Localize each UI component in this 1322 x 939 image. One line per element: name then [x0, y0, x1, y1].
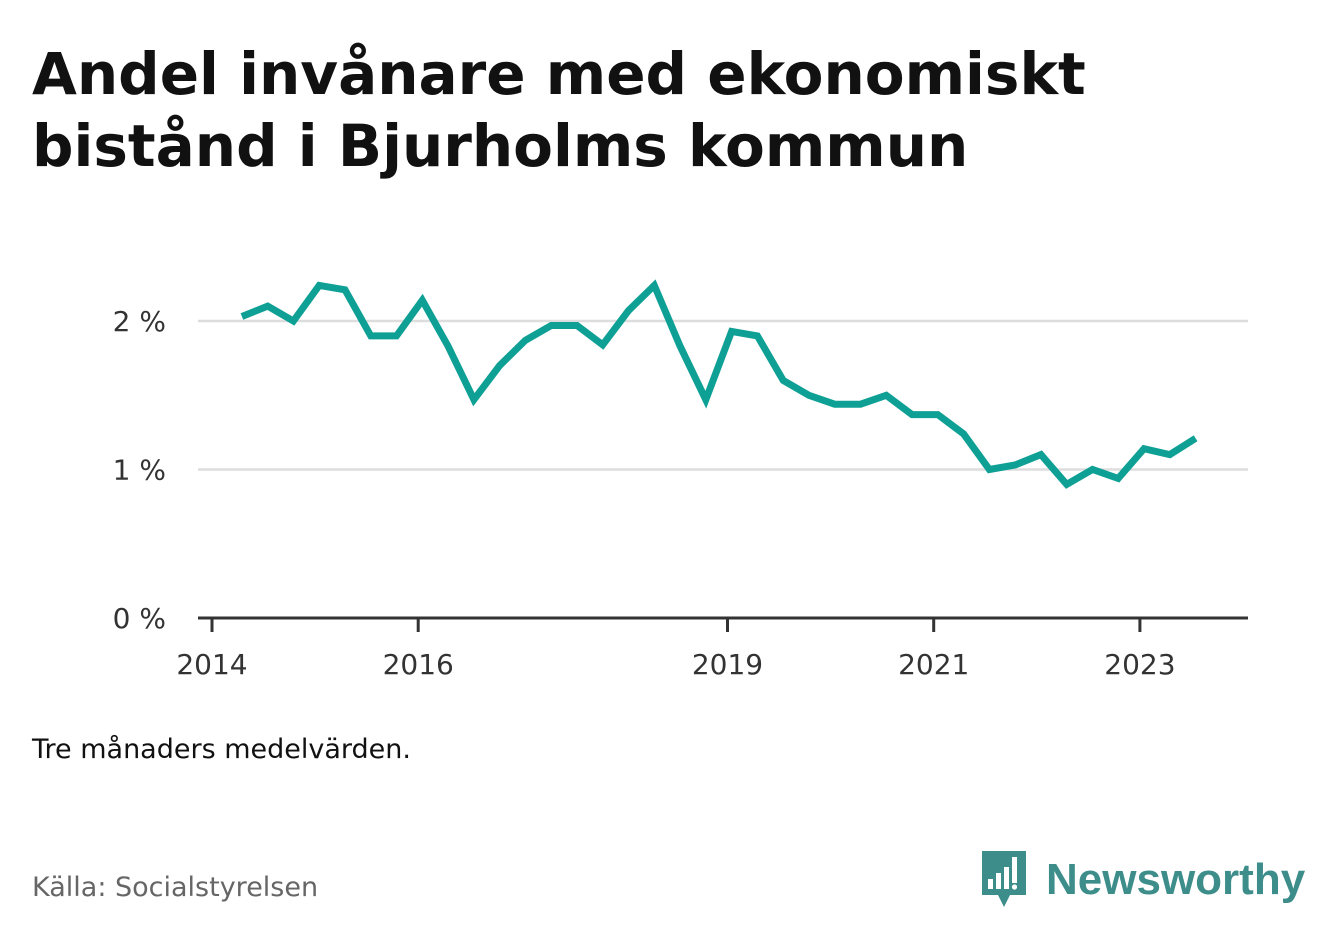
x-tick-label: 2023	[1104, 648, 1175, 681]
grid-lines	[198, 319, 1248, 471]
x-tick-label: 2021	[898, 648, 969, 681]
source-text: Källa: Socialstyrelsen	[32, 872, 319, 903]
y-tick-labels: 0 % 1 % 2 %	[113, 305, 166, 635]
bar-chart-speech-bubble-icon	[982, 851, 1026, 907]
brand-logo: Newsworthy	[980, 848, 1305, 912]
series-line	[240, 279, 1198, 489]
y-tick-label: 2 %	[113, 305, 166, 338]
x-axis	[198, 616, 1248, 632]
x-tick-label: 2016	[383, 648, 454, 681]
chart-note: Tre månaders medelvärden.	[32, 734, 411, 765]
x-tick-labels: 2014 2016 2019 2021 2023	[176, 648, 1175, 681]
y-tick-label: 0 %	[113, 602, 166, 635]
series	[240, 279, 1198, 489]
chart-title: Andel invånare med ekonomiskt bistånd i …	[32, 40, 1086, 180]
y-tick-label: 1 %	[113, 454, 166, 487]
x-tick-label: 2019	[692, 648, 763, 681]
x-tick-label: 2014	[176, 648, 247, 681]
brand-name: Newsworthy	[1046, 855, 1306, 904]
